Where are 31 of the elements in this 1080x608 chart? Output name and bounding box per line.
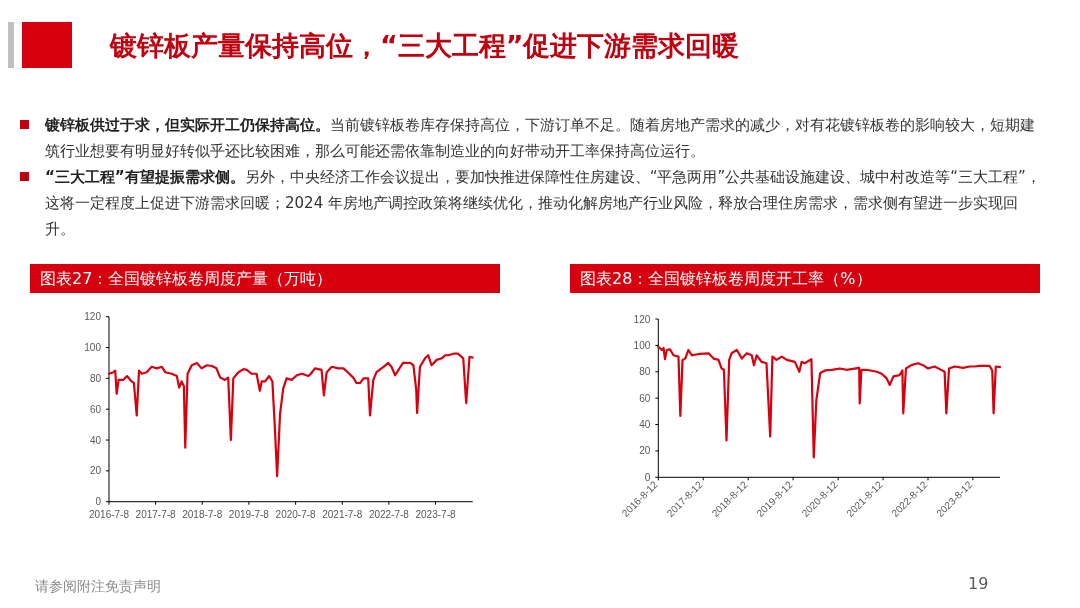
y-tick-label: 0 <box>95 496 102 508</box>
x-tick-label: 2017-7-8 <box>135 508 177 520</box>
line-series <box>107 352 474 478</box>
y-tick-label: 100 <box>84 342 102 354</box>
y-tick-label: 100 <box>633 339 651 351</box>
y-tick-label: 20 <box>639 445 651 457</box>
x-tick-label: 2018-7-8 <box>182 508 223 520</box>
y-tick-label: 80 <box>639 366 651 378</box>
y-tick-label: 80 <box>89 372 102 384</box>
text: 19 <box>968 574 989 593</box>
y-tick-label: 60 <box>639 392 651 404</box>
chart-title: 图表28：全国镀锌板卷周度开工率（%） <box>580 269 872 288</box>
x-tick-label: 2023-7-8 <box>415 508 456 520</box>
y-tick-label: 60 <box>89 403 102 415</box>
x-tick-label: 2022-7-8 <box>368 508 410 520</box>
x-tick-label: 2021-7-8 <box>322 508 363 520</box>
y-tick-label: 0 <box>644 471 651 483</box>
x-tick-label: 2019-7-8 <box>228 508 270 520</box>
text: “三大工程”有望提振需求侧。另外，中央经济工作会议提出，要加快推进保障性住房建设、“平急两用”公共基础设施建设、城中村改造等“三大工程”，这将一定程度上促进下游需求回暖；2024 年房地产调控政策将继续优化，推动化解房地产行业风险，释放合理住房需求，需求侧有望进一步实现回升。 <box>45 167 1042 240</box>
y-tick-label: 20 <box>89 465 102 477</box>
x-tick-label: 2016-7-8 <box>88 508 130 520</box>
y-tick-label: 40 <box>89 434 102 446</box>
chart-title: 图表27：全国镀锌板卷周度产量（万吨） <box>40 269 333 288</box>
line-series <box>657 345 1002 459</box>
x-tick-label: 2020-7-8 <box>275 508 317 520</box>
y-tick-label: 40 <box>639 419 651 431</box>
y-tick-label: 120 <box>633 313 651 325</box>
y-tick-label: 120 <box>84 311 102 323</box>
text: 镀锌板供过于求，但实际开工仍保持高位。当前镀锌板卷库存保持高位，下游订单不足。随着房地产需求的减少，对有花镀锌板卷的影响较大，短期建筑行业想要有明显好转似乎还比较困难，那么可能还需依靠制造业的向好带动开工率保持高位运行。 <box>45 115 1036 162</box>
text: 镀锌板产量保持高位，“三大工程”促进下游需求回暖 <box>110 29 740 63</box>
text: 请参阅附注免责声明 <box>35 578 161 596</box>
